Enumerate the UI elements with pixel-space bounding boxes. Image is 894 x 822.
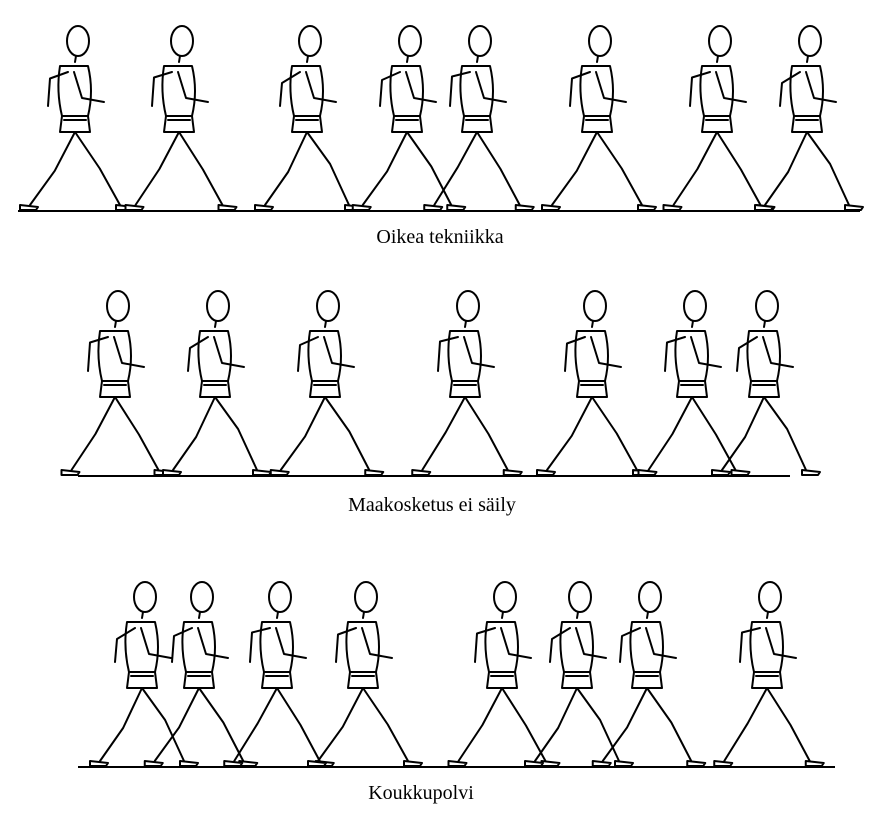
- walker-figure: [541, 25, 657, 211]
- walker-figure: [124, 25, 238, 211]
- walker-figure: [713, 581, 825, 767]
- walker-figure: [524, 581, 634, 767]
- walker-figure: [19, 25, 135, 211]
- walker-figure: [254, 25, 364, 211]
- walker-figure: [447, 581, 561, 767]
- walker-figure: [89, 581, 199, 767]
- caption-ground-contact-lost: Maakosketus ei säily: [348, 494, 516, 516]
- walker-figure: [423, 25, 535, 211]
- walker-figure: [60, 290, 174, 476]
- walker-figure: [536, 290, 652, 476]
- walker-figure: [162, 290, 272, 476]
- caption-correct-technique: Oikea tekniikka: [376, 226, 504, 248]
- walker-figure: [637, 290, 751, 476]
- walker-figure: [411, 290, 523, 476]
- walker-figure: [591, 581, 707, 767]
- walker-figure: [307, 581, 423, 767]
- walker-figure: [269, 290, 385, 476]
- walker-figures: [19, 25, 864, 767]
- walker-figure: [351, 25, 467, 211]
- walker-figure: [662, 25, 776, 211]
- walker-figure: [223, 581, 335, 767]
- walker-figure: [143, 581, 259, 767]
- caption-bent-knee: Koukkupolvi: [368, 782, 474, 804]
- walker-figure: [711, 290, 821, 476]
- walker-figure: [754, 25, 864, 211]
